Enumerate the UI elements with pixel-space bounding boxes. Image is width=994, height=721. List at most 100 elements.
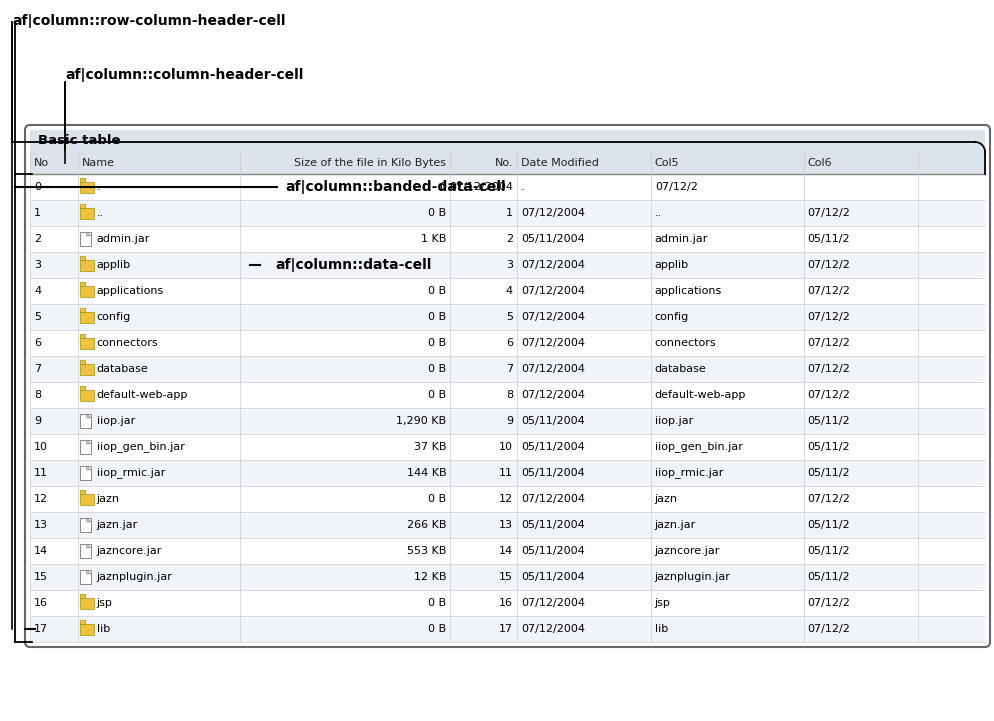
Text: af|column::banded-data-cell: af|column::banded-data-cell [285,180,506,194]
Bar [80,598,93,609]
Bar [80,493,93,505]
Text: applications: applications [655,286,722,296]
Bar [30,152,985,174]
Text: default-web-app: default-web-app [96,390,188,400]
Bar [80,203,85,208]
Text: 0 B: 0 B [428,494,446,504]
Bar [30,512,985,538]
Bar [80,281,85,286]
Text: 1,290 KB: 1,290 KB [396,416,446,426]
Text: 07/12/2: 07/12/2 [807,338,851,348]
Text: applications: applications [96,286,164,296]
Bar [30,330,985,356]
Text: 07/12/2004: 07/12/2004 [449,182,513,192]
Text: 2: 2 [34,234,41,244]
Polygon shape [86,466,90,470]
Text: 05/11/2: 05/11/2 [807,234,850,244]
Text: af|column::row-column-header-cell: af|column::row-column-header-cell [12,14,285,28]
Text: 07/12/2: 07/12/2 [807,390,851,400]
Bar [30,564,985,590]
Bar [80,490,85,493]
Text: iiop.jar: iiop.jar [96,416,135,426]
Bar [80,307,85,311]
Text: 5: 5 [506,312,513,322]
Polygon shape [86,518,90,522]
Bar [30,130,985,152]
Text: 0 B: 0 B [428,312,446,322]
Text: config: config [96,312,131,322]
Text: 07/12/2004: 07/12/2004 [521,286,585,296]
Text: 07/12/2004: 07/12/2004 [521,390,585,400]
Text: 1: 1 [34,208,41,218]
Text: No: No [34,158,49,168]
Text: 2: 2 [506,234,513,244]
Text: 05/11/2: 05/11/2 [807,416,850,426]
Text: 05/11/2004: 05/11/2004 [521,546,584,556]
Text: 5: 5 [34,312,41,322]
Bar [80,389,93,400]
Text: 07/12/2: 07/12/2 [807,624,851,634]
Text: 05/11/2: 05/11/2 [807,572,850,582]
Text: 05/11/2: 05/11/2 [807,520,850,530]
Bar [80,624,93,634]
Bar [80,182,93,193]
Text: 07/12/2004: 07/12/2004 [521,598,585,608]
Text: 7: 7 [506,364,513,374]
Text: 12 KB: 12 KB [414,572,446,582]
Text: lib: lib [655,624,668,634]
Polygon shape [86,544,90,548]
Text: jazn: jazn [655,494,678,504]
Text: 8: 8 [506,390,513,400]
Text: 07/12/2004: 07/12/2004 [521,364,585,374]
Polygon shape [86,232,90,236]
Bar [80,440,90,454]
Text: 1 KB: 1 KB [420,234,446,244]
Text: 07/12/2: 07/12/2 [807,598,851,608]
Text: 07/12/2: 07/12/2 [807,312,851,322]
Bar [30,252,985,278]
Text: 05/11/2004: 05/11/2004 [521,520,584,530]
Text: iiop.jar: iiop.jar [655,416,693,426]
Text: applib: applib [655,260,689,270]
Text: 14: 14 [34,546,48,556]
Text: 4: 4 [34,286,41,296]
Bar [80,255,85,260]
Bar [80,619,85,624]
Text: admin.jar: admin.jar [655,234,708,244]
Text: 05/11/2004: 05/11/2004 [521,416,584,426]
Text: 07/12/2: 07/12/2 [655,182,698,192]
Text: iiop_gen_bin.jar: iiop_gen_bin.jar [655,441,743,453]
Text: 07/12/2004: 07/12/2004 [521,338,585,348]
Text: 05/11/2: 05/11/2 [807,546,850,556]
Text: ..: .. [655,208,662,218]
Text: 10: 10 [34,442,48,452]
Bar [80,286,93,296]
Text: jaznplugin.jar: jaznplugin.jar [655,572,731,582]
Text: 07/12/2004: 07/12/2004 [521,260,585,270]
Polygon shape [86,570,90,574]
Text: 14: 14 [499,546,513,556]
Text: admin.jar: admin.jar [96,234,150,244]
Text: 13: 13 [499,520,513,530]
Text: 17: 17 [34,624,48,634]
Polygon shape [86,440,90,444]
Text: connectors: connectors [655,338,717,348]
Polygon shape [86,414,90,418]
Text: Date Modified: Date Modified [521,158,599,168]
Text: 17: 17 [499,624,513,634]
Bar [80,544,90,558]
Bar [30,200,985,226]
Text: 4: 4 [506,286,513,296]
Text: jazncore.jar: jazncore.jar [655,546,720,556]
Text: database: database [655,364,707,374]
Bar [80,363,93,374]
Text: 10: 10 [499,442,513,452]
Text: 553 KB: 553 KB [407,546,446,556]
Text: iiop_gen_bin.jar: iiop_gen_bin.jar [96,441,185,453]
Text: Basic table: Basic table [38,135,120,148]
Text: 12: 12 [34,494,48,504]
Text: jaznplugin.jar: jaznplugin.jar [96,572,173,582]
Bar [30,486,985,512]
Bar [80,593,85,598]
Text: 07/12/2004: 07/12/2004 [521,624,585,634]
